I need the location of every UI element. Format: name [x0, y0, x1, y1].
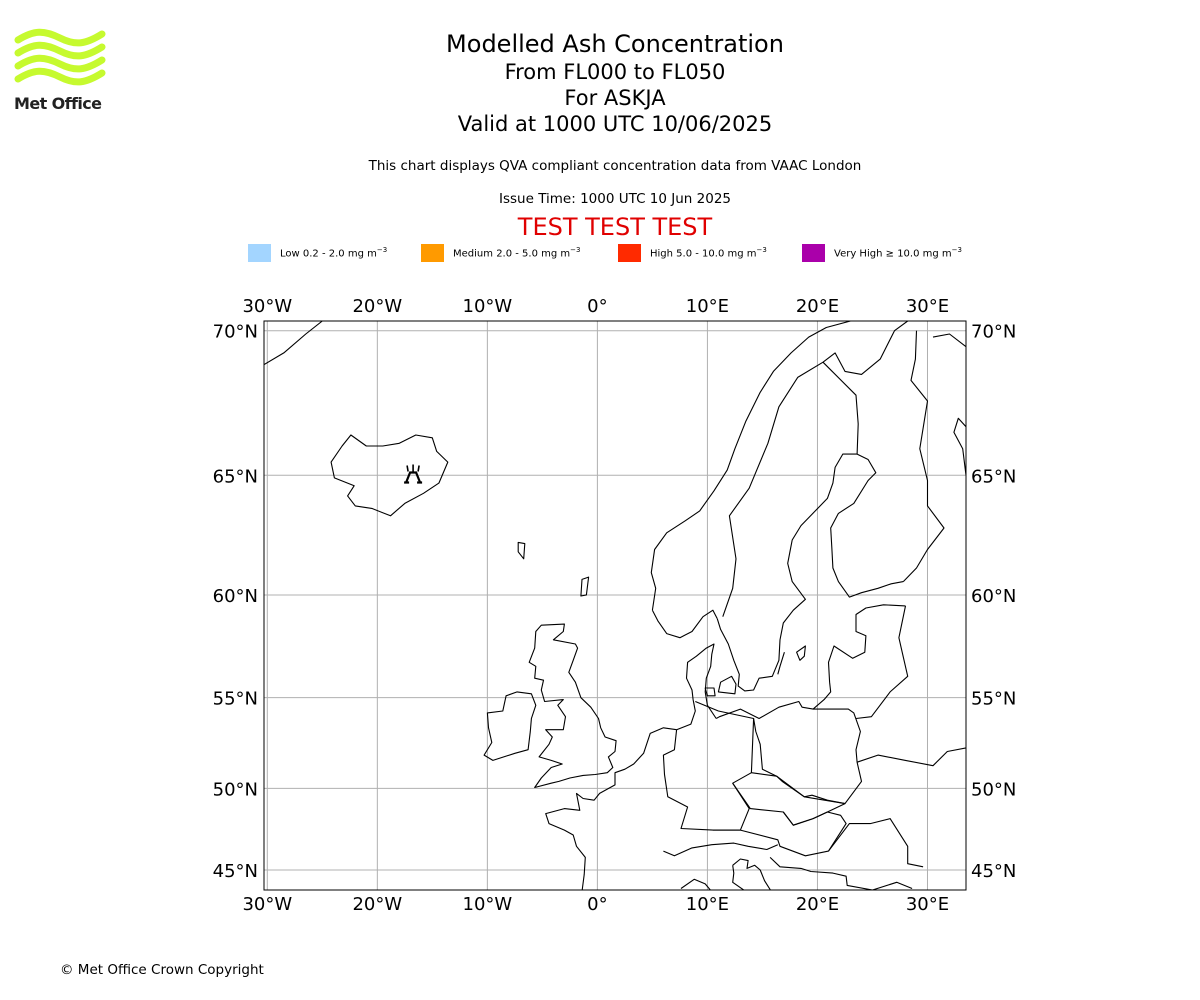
coastline-gotland — [796, 645, 806, 661]
legend-swatch-medium — [421, 244, 444, 262]
lon-tick-label-top: 30°E — [906, 296, 949, 317]
met-office-logo: Met Office — [14, 28, 108, 113]
logo-wave-stroke — [14, 41, 106, 60]
issue-time: Issue Time: 1000 UTC 10 Jun 2025 — [499, 191, 731, 207]
lat-tick-label-left: 55°N — [213, 689, 258, 710]
title-volcano: For ASKJA — [564, 86, 666, 110]
chart-titles: Modelled Ash Concentration From FL000 to… — [0, 30, 1200, 137]
lat-tick-label-right: 70°N — [971, 322, 1016, 343]
legend-item-very-high: Very High ≥ 10.0 mg m−3 — [802, 243, 962, 263]
coastline-norway — [650, 321, 851, 611]
coastline-oland — [777, 652, 785, 675]
border-sweden-finland — [822, 361, 859, 455]
lat-tick-label-right: 55°N — [971, 689, 1016, 710]
legend-swatch-high — [618, 244, 641, 262]
border-balkans — [769, 857, 913, 890]
border-czechia-slovakia — [732, 772, 846, 826]
coastline-italy-east — [732, 865, 745, 890]
lat-tick-label-right: 45°N — [971, 861, 1016, 882]
lat-tick-label-left: 50°N — [213, 779, 258, 800]
coastline-ireland — [483, 691, 537, 761]
lon-tick-label-bottom: 30°W — [242, 894, 292, 915]
border-austria-hungary — [712, 811, 847, 857]
lat-tick-label-left: 60°N — [213, 586, 258, 607]
legend-label-medium: Medium 2.0 - 5.0 mg m−3 — [453, 246, 581, 260]
coastline-kola — [932, 333, 966, 348]
coastline-funen — [704, 687, 716, 697]
coastline-adriatic — [732, 858, 772, 890]
lat-tick-label-right: 65°N — [971, 466, 1016, 487]
coastline-white-sea — [953, 417, 966, 476]
coastline-low-countries-france — [545, 727, 677, 890]
coastline-norway-south — [651, 609, 718, 639]
coastline-denmark — [676, 643, 717, 731]
lat-tick-label-right: 50°N — [971, 779, 1016, 800]
legend-item-medium: Medium 2.0 - 5.0 mg m−3 — [421, 243, 580, 263]
lon-tick-label-bottom: 20°E — [796, 894, 839, 915]
lat-tick-label-right: 60°N — [971, 586, 1016, 607]
coastline-baltic-states — [715, 604, 906, 720]
lon-tick-label-bottom: 20°W — [352, 894, 402, 915]
logo-wave-stroke — [14, 28, 106, 47]
logo-wave-stroke — [14, 54, 106, 73]
lon-tick-label-bottom: 0° — [587, 894, 607, 915]
border-romania — [828, 818, 924, 868]
border-belarus-ukraine — [856, 747, 966, 767]
lon-tick-label-top: 10°W — [463, 296, 513, 317]
lat-tick-label-left: 65°N — [213, 466, 258, 487]
volcano-cone-shape — [405, 471, 422, 483]
border-norway-sweden — [722, 321, 909, 617]
lon-tick-label-bottom: 30°E — [906, 894, 949, 915]
coastline-mediterranean — [680, 878, 712, 890]
title-flight-levels: From FL000 to FL050 — [504, 60, 726, 84]
test-banner: TEST TEST TEST — [517, 213, 713, 241]
legend-item-high: High 5.0 - 10.0 mg m−3 — [618, 243, 767, 263]
lon-tick-label-bottom: 10°E — [686, 894, 729, 915]
border-germany — [662, 700, 755, 831]
coastline-great-britain — [528, 623, 617, 789]
volcano-icon — [404, 464, 423, 484]
coastline-zealand — [717, 675, 737, 695]
lon-tick-label-top: 20°E — [796, 296, 839, 317]
border-poland — [753, 708, 863, 805]
copyright-footer: © Met Office Crown Copyright — [60, 962, 264, 978]
border-alps — [663, 842, 779, 857]
lon-tick-label-top: 10°E — [686, 296, 729, 317]
title-valid-time: Valid at 1000 UTC 10/06/2025 — [457, 112, 773, 136]
logo-wave-stroke — [14, 67, 106, 86]
volcano-plume-shape — [406, 464, 420, 472]
logo-wordmark: Met Office — [14, 94, 102, 113]
coastline-faroe — [517, 541, 526, 560]
coastline-sweden — [716, 453, 858, 692]
lon-tick-label-top: 0° — [587, 296, 607, 317]
lat-tick-label-left: 70°N — [213, 322, 258, 343]
met-office-waves-icon — [14, 28, 106, 86]
lat-tick-label-left: 45°N — [213, 861, 258, 882]
legend-label-very-high: Very High ≥ 10.0 mg m−3 — [834, 246, 962, 260]
title-main: Modelled Ash Concentration — [446, 30, 784, 58]
lon-tick-label-top: 30°W — [242, 296, 292, 317]
lon-tick-label-top: 20°W — [352, 296, 402, 317]
lon-tick-label-bottom: 10°W — [463, 894, 513, 915]
border-belarus-baltic — [855, 605, 909, 720]
subtitle: This chart displays QVA compliant concen… — [368, 158, 862, 174]
legend-item-low: Low 0.2 - 2.0 mg m−3 — [248, 243, 387, 263]
legend-label-high: High 5.0 - 10.0 mg m−3 — [650, 246, 767, 260]
coastline-shetland — [580, 576, 590, 597]
legend-swatch-low — [248, 244, 271, 262]
legend: Low 0.2 - 2.0 mg m−3 Medium 2.0 - 5.0 mg… — [0, 243, 1200, 265]
coastline-iceland — [330, 434, 449, 517]
border-finland-russia — [902, 330, 945, 582]
legend-swatch-very-high — [802, 244, 825, 262]
coastline-finland — [830, 453, 904, 598]
legend-label-low: Low 0.2 - 2.0 mg m−3 — [280, 246, 388, 260]
coastline-greenland — [264, 321, 323, 366]
map-frame — [263, 320, 967, 891]
